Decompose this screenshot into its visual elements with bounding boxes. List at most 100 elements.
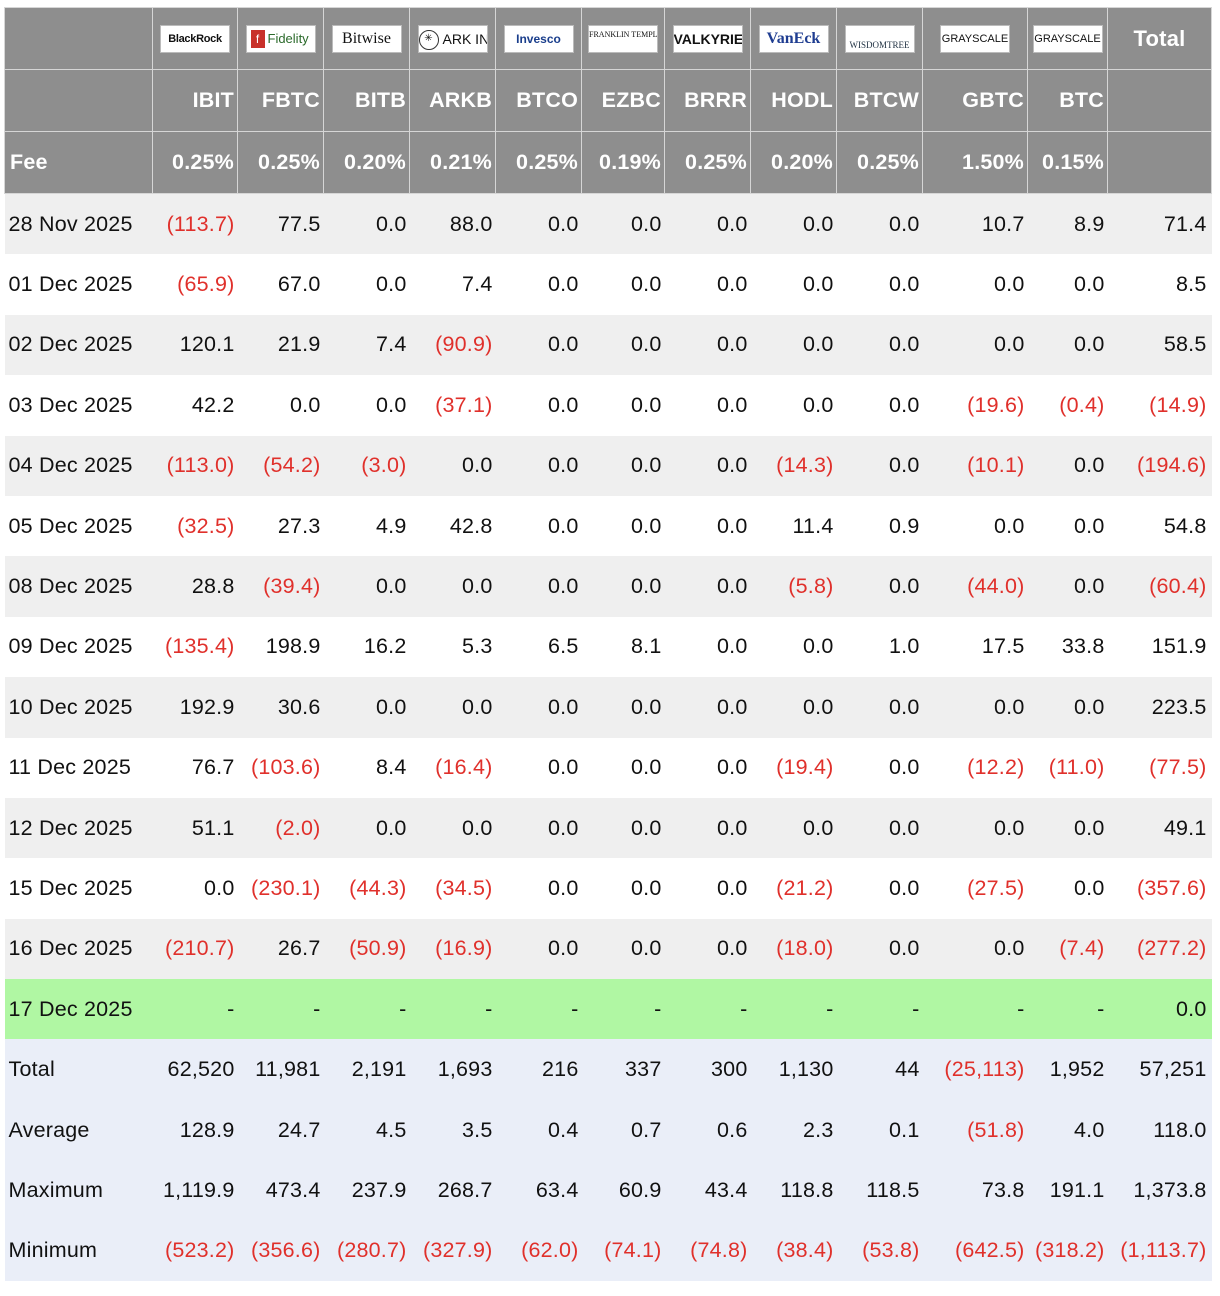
row-total: (357.6) (1107, 858, 1212, 919)
summary-cell: 0.4 (495, 1099, 582, 1161)
flow-cell: 0.0 (664, 254, 751, 315)
summary-cell: 2,191 (323, 1039, 410, 1100)
summary-row: Average 128.9 24.7 4.5 3.5 0.4 0.7 0.6 2.3 0.1 (51… (4, 1099, 1212, 1161)
flow-cell: 0.0 (495, 254, 582, 315)
table-row: 08 Dec 2025 28.8 (39.4) 0.0 0.0 0.0 0.0 0.0 (5.8… (4, 556, 1212, 617)
daily-flow-rows: 28 Nov 2025 (113.7) 77.5 0.0 88.0 0.0 0.0 0.0 0.… (4, 193, 1212, 1040)
issuer-logo-cell: VALKYRIE (664, 7, 751, 70)
summary-cell: 128.9 (152, 1099, 238, 1161)
ticker-bitb: BITB (323, 69, 410, 132)
flow-cell: 0.0 (409, 556, 496, 617)
table-row: 16 Dec 2025 (210.7) 26.7 (50.9) (16.9) 0.0 0.0… (4, 918, 1212, 980)
ticker-btc: BTC (1027, 69, 1108, 132)
fee-brrr: 0.25% (664, 131, 751, 194)
row-date: 12 Dec 2025 (4, 797, 153, 859)
summary-cell: (51.8) (922, 1099, 1028, 1161)
flow-cell: 192.9 (152, 677, 238, 738)
flow-cell: 0.0 (495, 435, 582, 496)
flow-cell: 0.0 (581, 435, 665, 496)
summary-cell: (327.9) (409, 1220, 496, 1282)
flow-cell: 0.0 (664, 858, 751, 919)
flow-cell: 33.8 (1027, 616, 1108, 678)
row-date: 17 Dec 2025 (4, 979, 153, 1040)
flow-cell: - (237, 979, 324, 1040)
summary-cell: 118.8 (750, 1160, 837, 1221)
summary-cell: (62.0) (495, 1220, 582, 1282)
row-date: 28 Nov 2025 (4, 193, 153, 255)
flow-cell: (3.0) (323, 435, 410, 496)
summary-cell: 0.6 (664, 1099, 751, 1161)
row-date: 16 Dec 2025 (4, 918, 153, 980)
flow-cell: 0.0 (664, 556, 751, 617)
flow-cell: 77.5 (237, 193, 324, 255)
table-row: 01 Dec 2025 (65.9) 67.0 0.0 7.4 0.0 0.0 0.0 0.0 0… (4, 254, 1212, 315)
flow-cell: 0.0 (664, 918, 751, 980)
flow-cell: 0.0 (750, 616, 837, 678)
summary-row: Minimum (523.2) (356.6) (280.7) (327.9) (62.0… (4, 1220, 1212, 1282)
flow-cell: - (750, 979, 837, 1040)
flow-cell: (12.2) (922, 737, 1028, 798)
flow-cell: 27.3 (237, 495, 324, 557)
ticker-btco: BTCO (495, 69, 582, 132)
fee-row: Fee 0.25% 0.25% 0.20% 0.21% 0.25% 0.19% 0.25% 0… (4, 131, 1212, 194)
flow-cell: (18.0) (750, 918, 837, 980)
flow-cell: 0.0 (409, 797, 496, 859)
flow-cell: 0.0 (664, 193, 751, 255)
table-row: 03 Dec 2025 42.2 0.0 0.0 (37.1) 0.0 0.0 0.0 0.0 0… (4, 375, 1212, 436)
summary-total: 57,251 (1107, 1039, 1212, 1100)
row-date: 10 Dec 2025 (4, 677, 153, 738)
flow-cell: 0.0 (409, 677, 496, 738)
row-date: 05 Dec 2025 (4, 495, 153, 557)
flow-cell: (39.4) (237, 556, 324, 617)
flow-cell: 0.0 (836, 254, 923, 315)
flow-cell: 0.0 (409, 435, 496, 496)
issuer-logo-cell: GRAYSCALE (1027, 7, 1108, 70)
row-date: 04 Dec 2025 (4, 435, 153, 496)
row-date: 11 Dec 2025 (4, 737, 153, 798)
flow-cell: 120.1 (152, 314, 238, 376)
flow-cell: 21.9 (237, 314, 324, 376)
fidelity-f-icon: f (250, 30, 265, 49)
issuer-logo-cell: VanEck (750, 7, 837, 70)
row-total: 223.5 (1107, 677, 1212, 738)
summary-cell: 4.0 (1027, 1099, 1108, 1161)
summary-cell: 2.3 (750, 1099, 837, 1161)
issuer-logo-cell: GRAYSCALE (922, 7, 1028, 70)
flow-cell: 198.9 (237, 616, 324, 678)
flow-cell: 67.0 (237, 254, 324, 315)
summary-cell: 268.7 (409, 1160, 496, 1221)
flow-cell: 0.0 (495, 677, 582, 738)
flow-cell: 76.7 (152, 737, 238, 798)
flow-cell: 0.0 (581, 918, 665, 980)
ticker-hodl: HODL (750, 69, 837, 132)
summary-cell: 63.4 (495, 1160, 582, 1221)
flow-cell: 0.0 (922, 677, 1028, 738)
row-date: 09 Dec 2025 (4, 616, 153, 678)
summary-cell: 1,130 (750, 1039, 837, 1100)
row-total: (60.4) (1107, 556, 1212, 617)
flow-cell: (54.2) (237, 435, 324, 496)
flow-cell: 0.0 (495, 314, 582, 376)
summary-cell: 0.7 (581, 1099, 665, 1161)
flow-cell: 0.0 (495, 556, 582, 617)
summary-cell: 191.1 (1027, 1160, 1108, 1221)
flow-cell: - (836, 979, 923, 1040)
flow-cell: (103.6) (237, 737, 324, 798)
summary-cell: 1,119.9 (152, 1160, 238, 1221)
issuer-logo-hodl: VanEck (758, 24, 829, 53)
row-date: 01 Dec 2025 (4, 254, 153, 315)
flow-cell: 42.8 (409, 495, 496, 557)
flow-cell: - (495, 979, 582, 1040)
flow-cell: (19.4) (750, 737, 837, 798)
flow-cell: 42.2 (152, 375, 238, 436)
flow-cell: (37.1) (409, 375, 496, 436)
flow-cell: 0.0 (836, 858, 923, 919)
table-row: 17 Dec 2025- - - - - - - - - - -0.0 (4, 979, 1212, 1040)
flow-cell: 0.0 (152, 858, 238, 919)
flow-cell: 4.9 (323, 495, 410, 557)
flow-cell: 0.0 (664, 435, 751, 496)
flow-cell: 0.0 (581, 254, 665, 315)
table-row: 11 Dec 2025 76.7 (103.6) 8.4 (16.4) 0.0 0.0 0.0… (4, 737, 1212, 798)
issuer-logo-cell: WISDOMTREE (836, 7, 923, 70)
